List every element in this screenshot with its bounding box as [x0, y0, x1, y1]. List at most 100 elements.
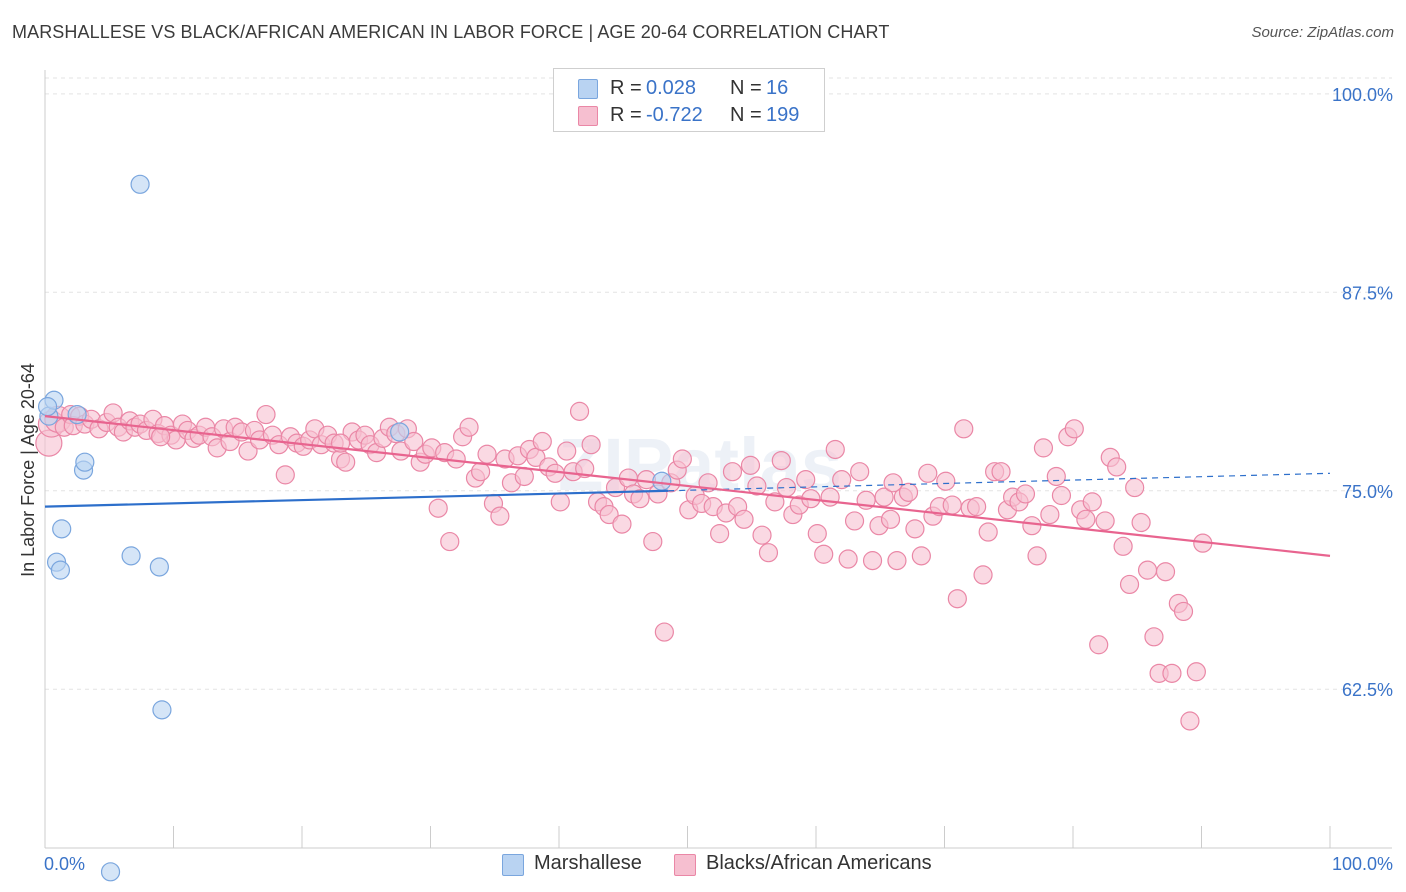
- point-blacks: [1119, 574, 1140, 595]
- point-blacks: [1076, 509, 1096, 529]
- point-blacks: [936, 471, 956, 491]
- x-tick-label: 0.0%: [44, 854, 85, 874]
- point-blacks: [1051, 485, 1072, 506]
- point-blacks: [1137, 560, 1158, 580]
- point-blacks: [1180, 711, 1200, 731]
- x-tick-label: 100.0%: [1332, 854, 1393, 874]
- trend-line-marshallese-extension: [668, 472, 1331, 492]
- point-blacks: [581, 435, 601, 455]
- point-blacks: [942, 495, 962, 515]
- point-marshallese: [100, 862, 121, 882]
- point-blacks: [807, 524, 827, 544]
- point-blacks: [1046, 466, 1066, 487]
- y-tick-label: 87.5%: [1342, 283, 1393, 303]
- point-blacks: [1125, 477, 1145, 498]
- point-blacks: [459, 417, 479, 437]
- point-marshallese: [390, 422, 410, 442]
- legend-n-label: N =: [730, 104, 762, 126]
- point-marshallese: [75, 452, 95, 472]
- point-blacks: [1144, 627, 1164, 647]
- point-blacks: [874, 487, 894, 507]
- point-blacks: [1022, 516, 1042, 536]
- point-blacks: [880, 509, 901, 529]
- point-blacks: [446, 449, 466, 469]
- legend-row-marshallese: R = 0.028 N = 16: [554, 75, 824, 101]
- point-blacks: [825, 439, 845, 460]
- point-blacks: [1089, 635, 1109, 655]
- point-blacks: [490, 506, 510, 526]
- legend-row-blacks: R = -0.722 N = 199: [554, 102, 824, 128]
- bottom-legend-swatch-marshallese: [502, 854, 524, 876]
- legend-r-value: -0.722: [646, 104, 703, 126]
- point-blacks: [1173, 601, 1194, 622]
- y-tick-label: 62.5%: [1342, 680, 1393, 700]
- point-blacks: [991, 462, 1011, 482]
- point-blacks: [672, 449, 692, 469]
- point-marshallese: [652, 471, 672, 491]
- point-blacks: [954, 419, 974, 439]
- point-blacks: [1155, 562, 1176, 582]
- legend-r-label: R =: [610, 77, 642, 99]
- point-blacks: [1186, 662, 1206, 682]
- point-blacks: [978, 522, 998, 542]
- point-blacks: [973, 565, 993, 585]
- point-blacks: [862, 551, 883, 571]
- legend-box: R = 0.028 N = 16 R = -0.722 N = 199: [553, 68, 825, 132]
- series-marshallese-points: [37, 174, 672, 882]
- point-marshallese: [152, 700, 172, 720]
- point-blacks: [832, 470, 852, 490]
- point-blacks: [967, 497, 987, 517]
- point-blacks: [1033, 438, 1054, 458]
- point-marshallese: [52, 519, 72, 539]
- point-marshallese: [121, 546, 141, 566]
- point-blacks: [752, 525, 772, 545]
- y-axis-label: In Labor Force | Age 20-64: [18, 363, 38, 577]
- point-blacks: [336, 452, 356, 472]
- point-blacks: [820, 487, 840, 507]
- point-blacks: [575, 458, 595, 479]
- point-blacks: [643, 531, 663, 552]
- point-marshallese: [130, 174, 150, 194]
- point-blacks: [654, 622, 674, 642]
- point-blacks: [477, 444, 497, 464]
- point-blacks: [630, 489, 650, 509]
- legend-n-value: 16: [766, 77, 789, 99]
- legend-n-value: 199: [766, 104, 800, 126]
- point-blacks: [550, 492, 570, 512]
- legend-r-label: R =: [610, 104, 642, 126]
- chart-title: MARSHALLESE VS BLACK/AFRICAN AMERICAN IN…: [12, 22, 890, 42]
- point-blacks: [740, 455, 761, 475]
- point-blacks: [256, 404, 276, 425]
- point-blacks: [1113, 536, 1133, 556]
- y-tick-labels: 100.0% 87.5% 75.0% 62.5%: [1332, 85, 1393, 700]
- legend-r-value: 0.028: [646, 77, 697, 99]
- point-blacks: [710, 524, 730, 544]
- point-blacks: [599, 504, 619, 525]
- point-blacks: [1040, 504, 1060, 525]
- point-blacks: [275, 465, 295, 485]
- point-blacks: [814, 544, 834, 564]
- point-blacks: [1107, 457, 1127, 477]
- source-label: Source: ZipAtlas.com: [1251, 24, 1394, 41]
- gridlines: [45, 77, 1392, 690]
- point-blacks: [404, 431, 424, 452]
- bottom-legend-label: Blacks/African Americans: [706, 852, 932, 874]
- trend-lines: [44, 415, 1331, 557]
- point-blacks: [765, 492, 785, 512]
- point-blacks: [850, 462, 870, 482]
- point-blacks: [1095, 511, 1115, 531]
- point-marshallese: [50, 560, 71, 580]
- point-blacks: [532, 431, 552, 452]
- trend-line-marshallese: [44, 489, 669, 508]
- point-blacks: [471, 462, 491, 482]
- point-blacks: [569, 401, 590, 421]
- point-blacks: [1064, 419, 1084, 439]
- point-blacks: [883, 473, 903, 493]
- point-blacks: [796, 470, 816, 490]
- point-blacks: [838, 549, 858, 569]
- point-marshallese: [37, 397, 58, 417]
- y-tick-label: 75.0%: [1342, 482, 1393, 502]
- bottom-legend-label: Marshallese: [534, 852, 642, 874]
- point-blacks: [947, 589, 967, 609]
